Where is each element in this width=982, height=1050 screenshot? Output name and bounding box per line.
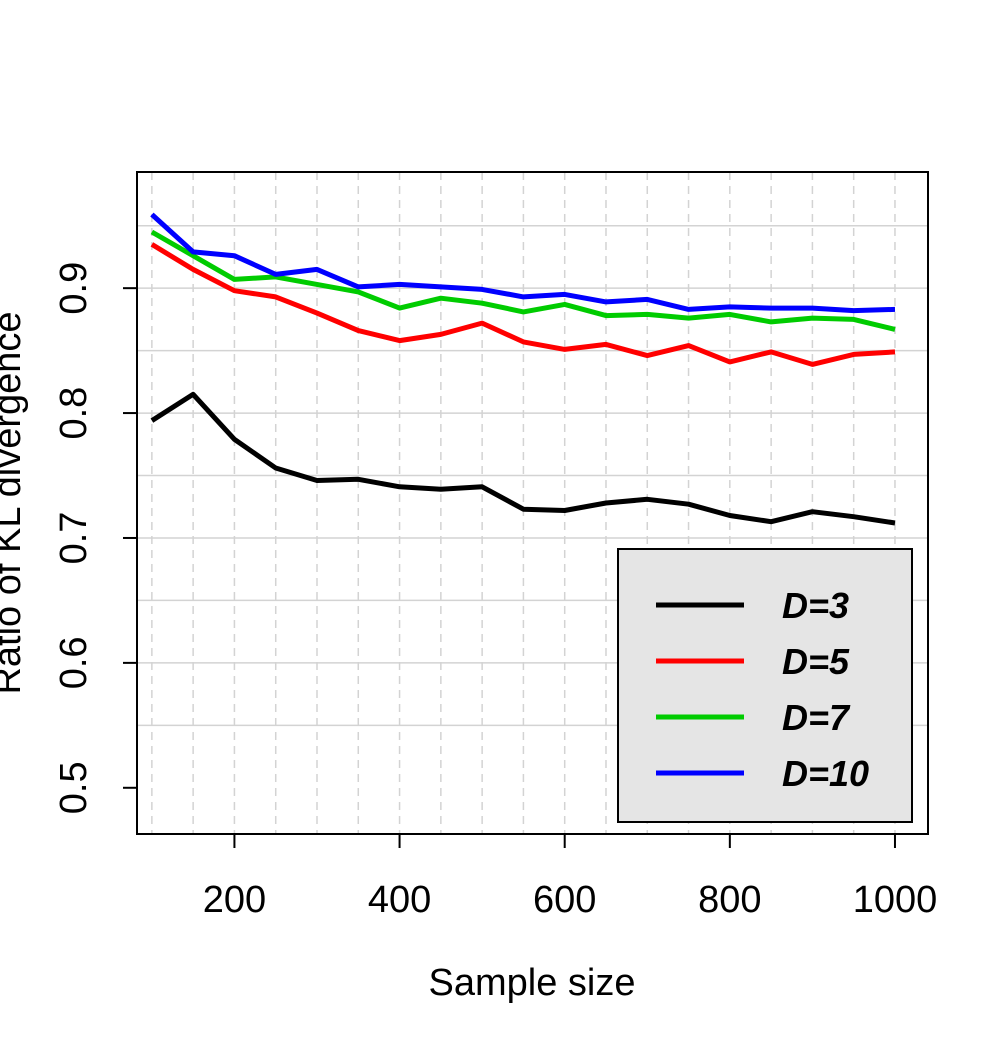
x-tick-label: 600	[533, 879, 596, 921]
legend-box	[617, 548, 913, 823]
series-line-1	[150, 391, 896, 526]
legend: D=3 D=5 D=7 D=10	[617, 548, 913, 823]
legend-label-2: D=5	[782, 641, 850, 682]
series-line-3	[150, 229, 896, 332]
x-tick-label: 1000	[853, 879, 938, 921]
series-lines	[150, 212, 896, 526]
x-tick-label: 200	[203, 879, 266, 921]
legend-label-1: D=3	[782, 585, 849, 626]
series-line-4	[150, 212, 896, 314]
y-axis: 0.5 0.6 0.7 0.8 0.9	[53, 262, 138, 814]
y-tick-label: 0.6	[53, 636, 95, 689]
y-axis-label: Ratio of KL divergence	[0, 311, 29, 694]
y-tick-label: 0.7	[53, 512, 95, 565]
x-tick-label: 800	[698, 879, 761, 921]
legend-label-4: D=10	[782, 753, 869, 794]
x-axis-label: Sample size	[429, 962, 636, 1004]
y-tick-label: 0.8	[53, 387, 95, 440]
x-tick-label: 400	[368, 879, 431, 921]
y-tick-label: 0.5	[53, 761, 95, 814]
series-line-2	[150, 242, 896, 367]
x-axis: 200 400 600 800 1000	[203, 833, 938, 921]
legend-label-3: D=7	[782, 697, 851, 738]
y-tick-label: 0.9	[53, 262, 95, 315]
